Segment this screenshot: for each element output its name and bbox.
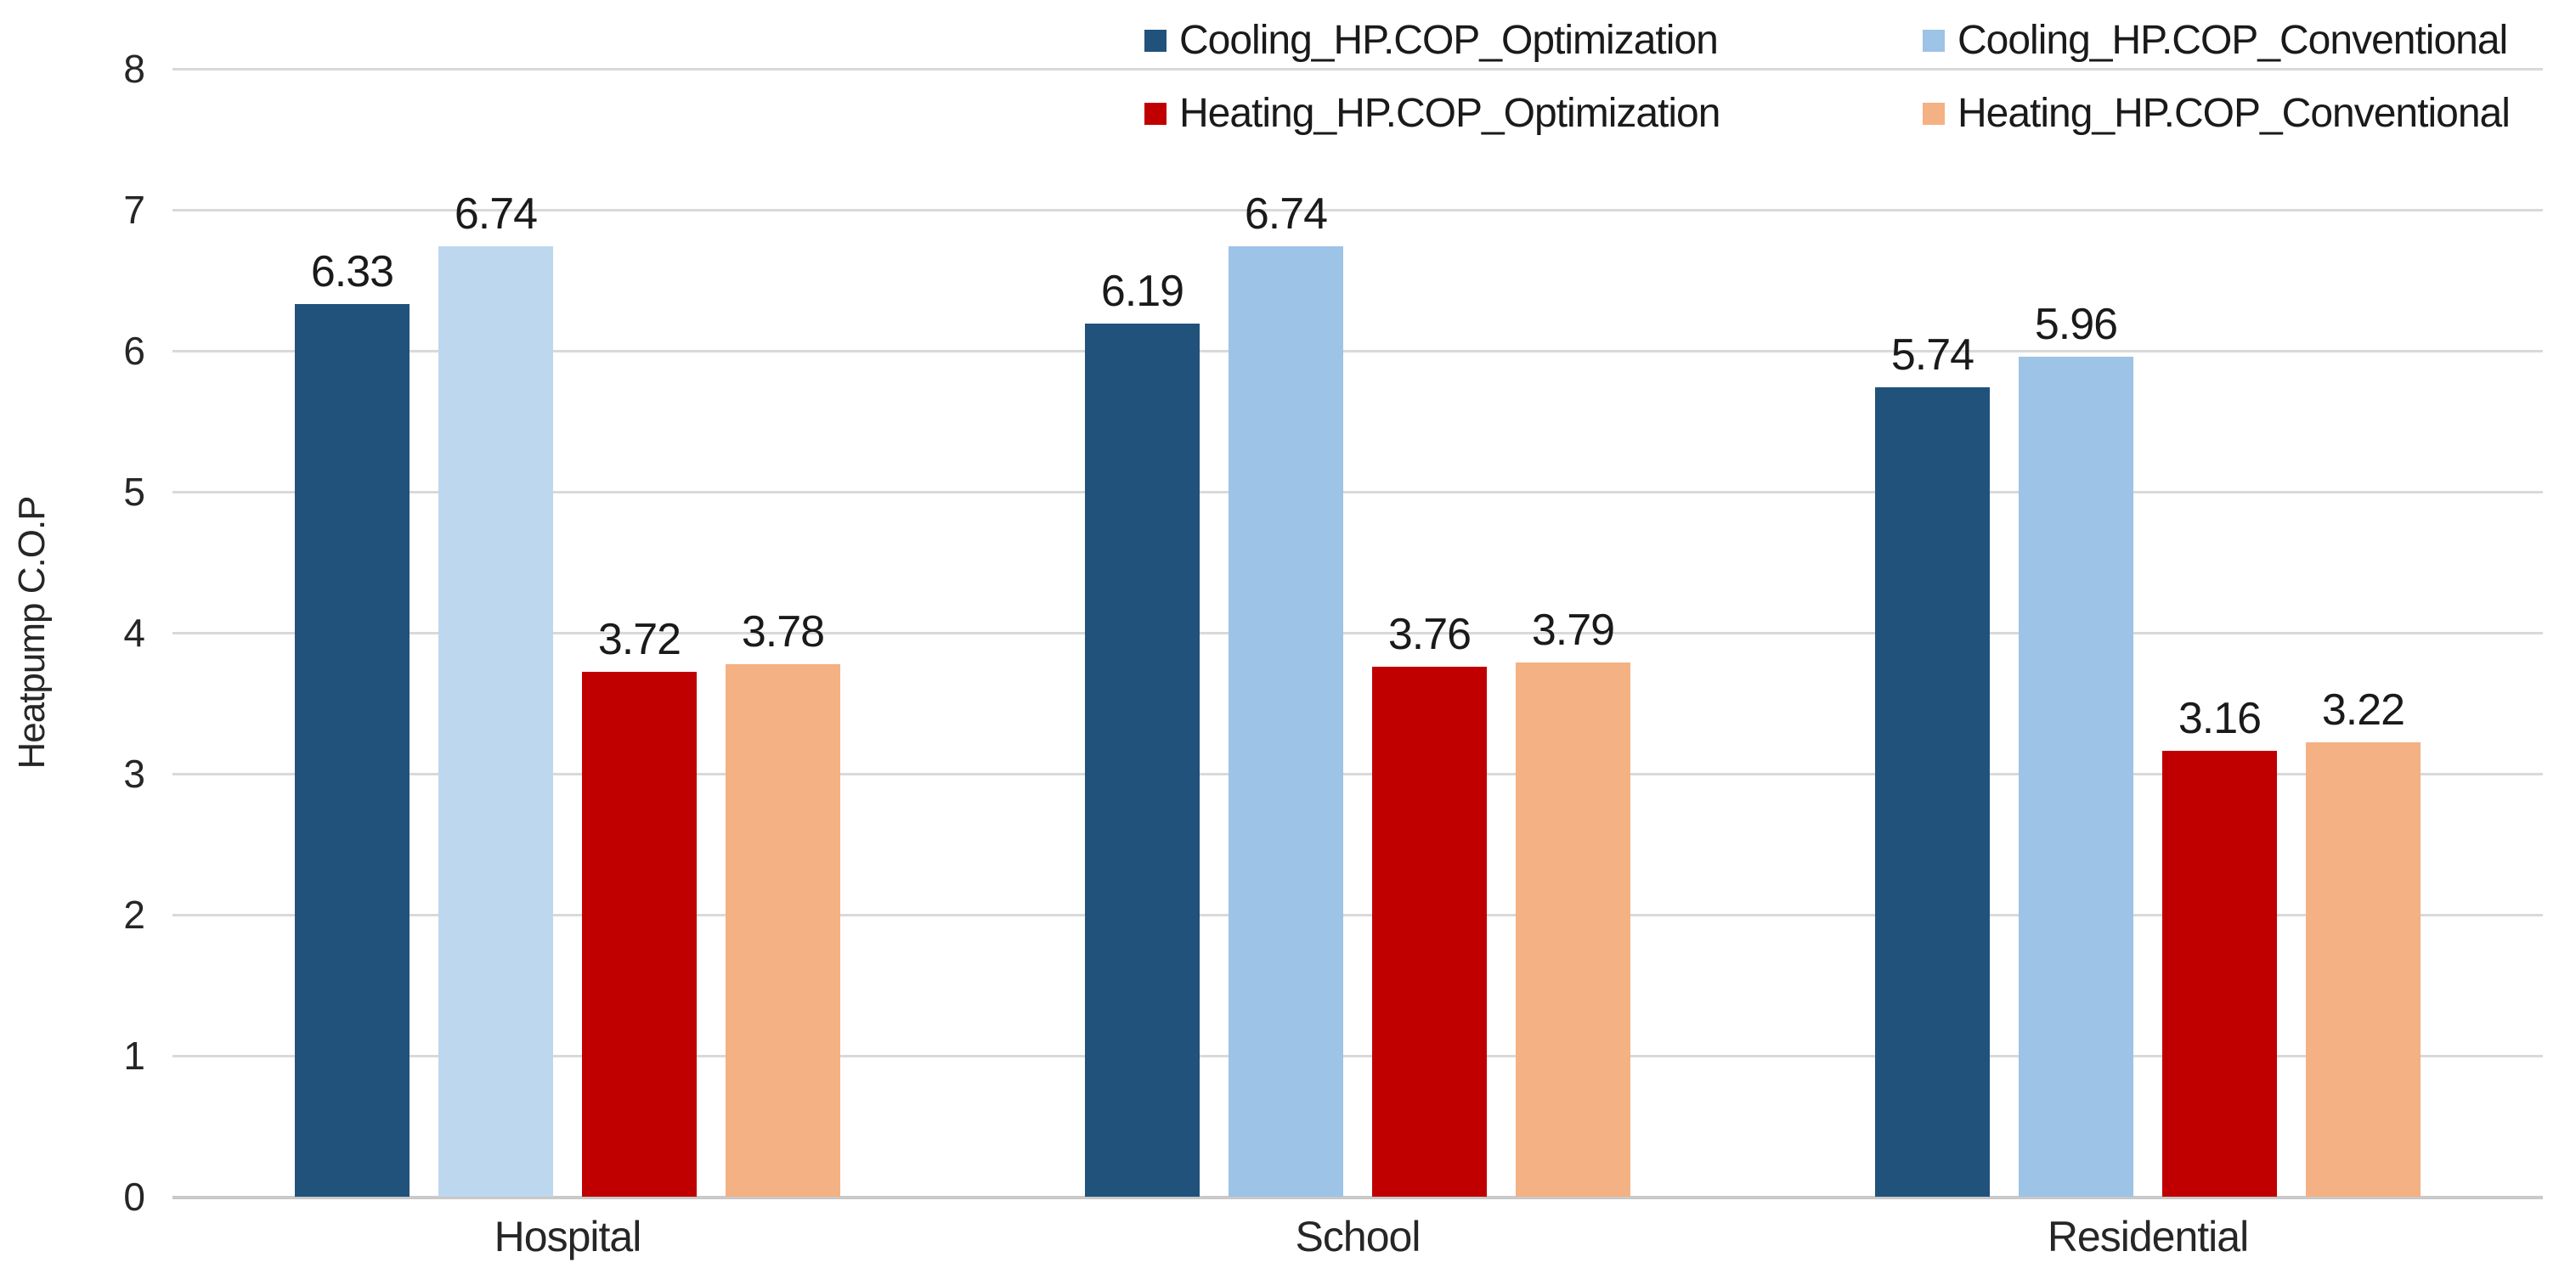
bar [1085, 324, 1200, 1197]
y-axis-tick-label: 2 [123, 893, 145, 937]
bar [2162, 751, 2277, 1197]
legend-item: Heating_HP.COP_Conventional [1923, 89, 2511, 138]
y-axis-tick-label: 0 [123, 1175, 145, 1219]
bar [1875, 387, 1990, 1197]
bar [1516, 662, 1630, 1197]
bar [582, 672, 697, 1197]
gridline [172, 491, 2543, 493]
y-axis-tick-label: 1 [123, 1034, 145, 1078]
legend-item: Cooling_HP.COP_Conventional [1923, 16, 2508, 65]
legend-item: Cooling_HP.COP_Optimization [1144, 16, 1719, 65]
x-axis-category-label: Hospital [494, 1213, 642, 1260]
bar [1372, 667, 1487, 1197]
legend-swatch-icon [1144, 103, 1167, 125]
bar-value-label: 3.16 [2178, 694, 2262, 743]
x-axis-category-label: Residential [2047, 1213, 2249, 1260]
gridline [172, 632, 2543, 634]
gridline [172, 914, 2543, 916]
legend-label: Heating_HP.COP_Optimization [1179, 91, 1720, 136]
legend-label: Cooling_HP.COP_Optimization [1179, 18, 1719, 63]
legend-label: Cooling_HP.COP_Conventional [1957, 18, 2508, 63]
bar [438, 246, 553, 1197]
bar-value-label: 3.76 [1387, 610, 1472, 659]
bar-value-label: 6.74 [1244, 189, 1328, 239]
y-axis-tick-label: 5 [123, 470, 145, 514]
bar [2019, 357, 2133, 1197]
legend-swatch-icon [1923, 103, 1945, 125]
gridline [172, 1055, 2543, 1057]
gridline [172, 68, 2543, 70]
y-axis-tick-label: 4 [123, 611, 145, 655]
x-axis-category-label: School [1295, 1213, 1421, 1260]
bar-value-label: 6.74 [454, 189, 538, 239]
bar-value-label: 3.72 [597, 615, 681, 664]
bar-value-label: 3.79 [1531, 606, 1615, 655]
bar-value-label: 5.96 [2034, 300, 2118, 349]
y-axis-tick-label: 6 [123, 329, 145, 373]
bar-value-label: 6.19 [1100, 267, 1184, 316]
bar [726, 664, 840, 1197]
legend-swatch-icon [1144, 30, 1167, 52]
bar [1229, 246, 1343, 1197]
y-axis-tick-label: 8 [123, 47, 145, 91]
bar-value-label: 3.22 [2321, 685, 2405, 735]
legend-swatch-icon [1923, 30, 1945, 52]
legend-item: Heating_HP.COP_Optimization [1144, 89, 1720, 138]
gridline [172, 209, 2543, 211]
gridline [172, 350, 2543, 352]
bar [2306, 742, 2421, 1197]
bar-value-label: 6.33 [310, 247, 394, 296]
bar [295, 304, 410, 1197]
legend-label: Heating_HP.COP_Conventional [1957, 91, 2511, 136]
gridline [172, 773, 2543, 775]
bar-value-label: 5.74 [1890, 330, 1974, 380]
x-axis-line [172, 1196, 2543, 1199]
y-axis-tick-label: 3 [123, 752, 145, 796]
bar-value-label: 3.78 [741, 607, 825, 657]
y-axis-tick-label: 7 [123, 188, 145, 232]
